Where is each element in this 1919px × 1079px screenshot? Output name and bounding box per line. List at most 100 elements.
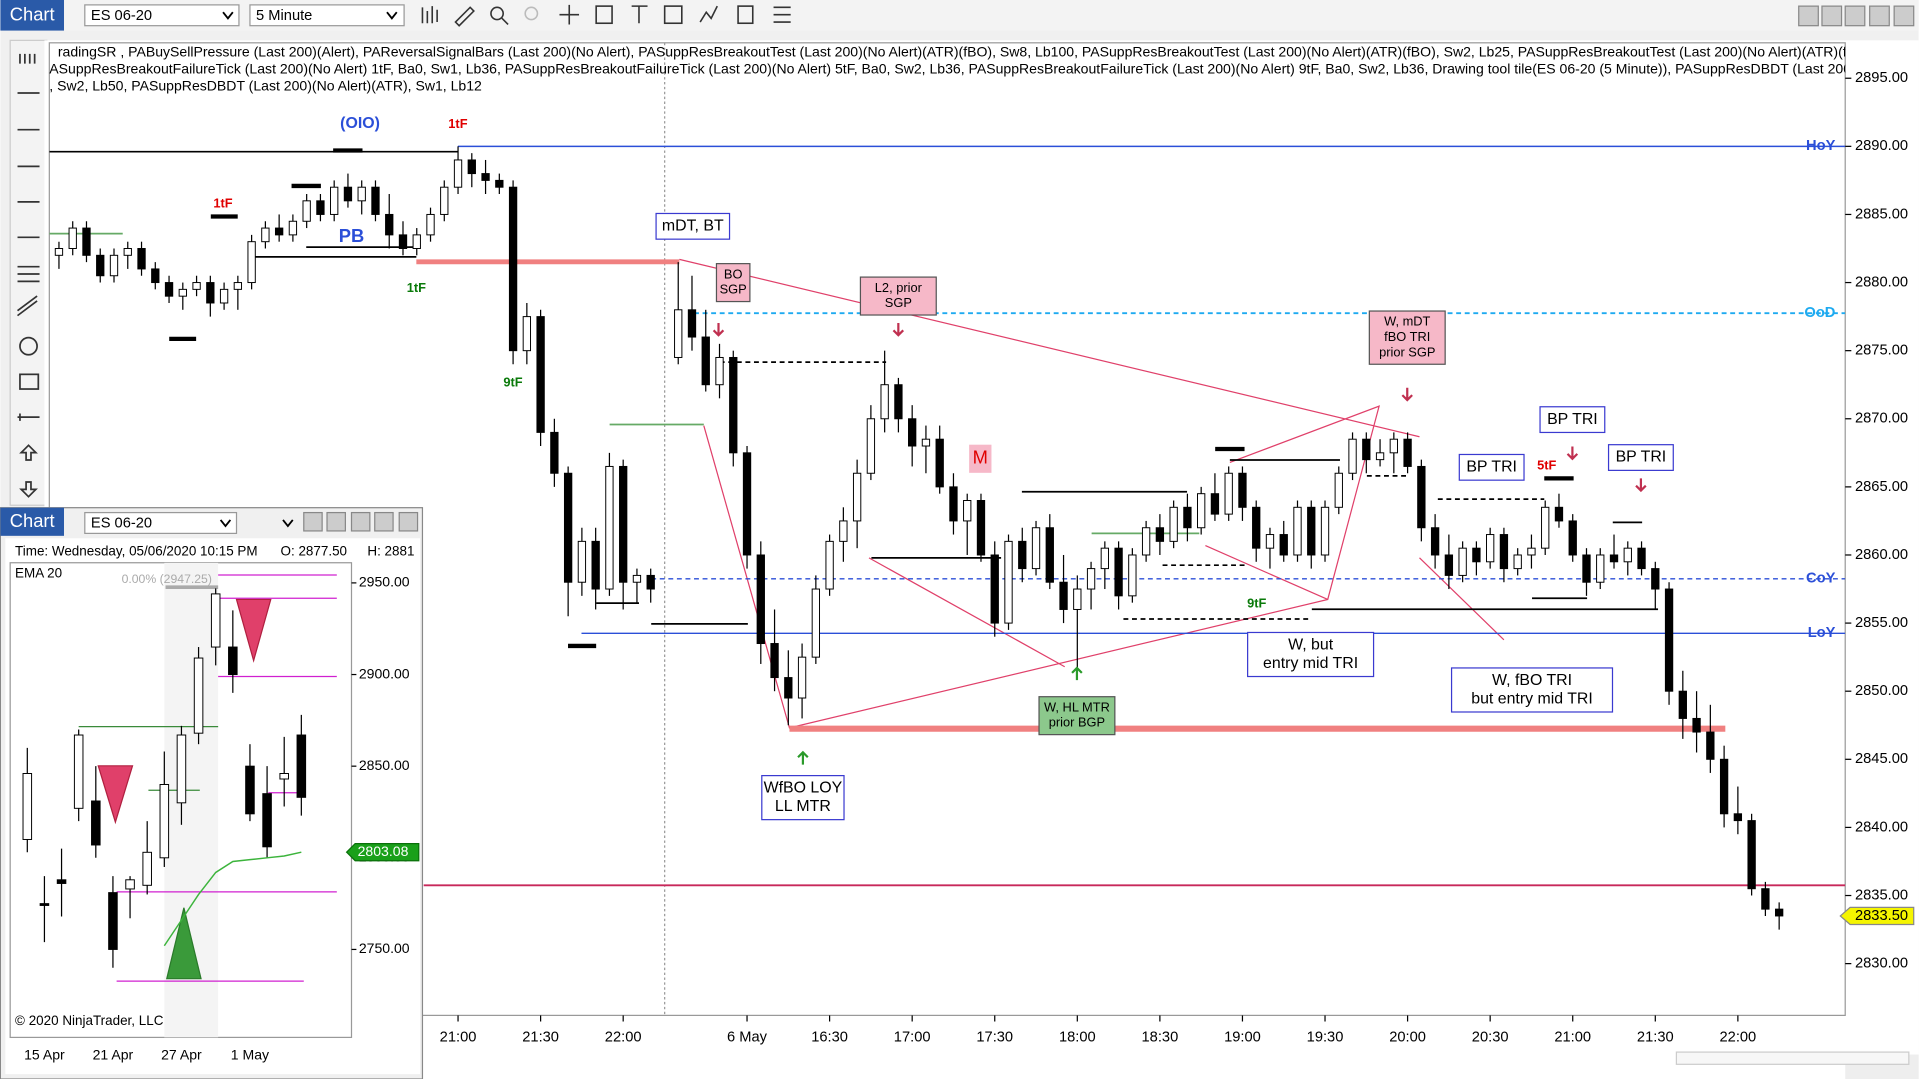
candle-body — [316, 200, 325, 215]
x-tick-label: 27 Apr — [161, 1046, 202, 1062]
candle-body — [770, 643, 779, 679]
candle-body — [1499, 534, 1509, 570]
buy-triangle — [165, 907, 202, 980]
candle-body — [176, 734, 187, 804]
annotation-box — [859, 276, 937, 316]
candle-body — [412, 234, 421, 249]
x-tick-label: 19:30 — [1307, 1029, 1344, 1045]
candle-body — [921, 438, 931, 447]
candle-body — [440, 186, 449, 215]
y-tick-label: 2875.00 — [1855, 343, 1908, 359]
candle-body — [577, 540, 587, 583]
candle-body — [1362, 438, 1371, 461]
candle-body — [192, 282, 201, 290]
inset-time: Time: Wednesday, 05/06/2020 10:15 PM — [15, 543, 258, 558]
x-tick-label: 21:00 — [440, 1029, 477, 1045]
annotation-text: 1tF — [448, 116, 467, 131]
annotation-box — [1247, 631, 1375, 678]
candle-body — [1651, 568, 1660, 590]
candle-body — [1224, 472, 1233, 515]
candle-body — [91, 800, 101, 846]
candle-body — [742, 452, 752, 556]
candle-body — [1637, 547, 1646, 570]
candle-body — [1430, 527, 1440, 556]
candle-body — [123, 248, 132, 256]
candle-body — [245, 765, 255, 815]
window-buttons[interactable] — [1798, 5, 1915, 27]
inset-instrument-dropdown[interactable] — [84, 511, 238, 534]
scrollbar-thumb[interactable] — [1675, 1051, 1910, 1065]
candle-body — [866, 418, 876, 474]
annotation-box — [1038, 696, 1116, 736]
ema-label: EMA 20 — [15, 565, 62, 580]
candle-body — [990, 554, 999, 624]
y-tick-label: 2890.00 — [1855, 138, 1908, 154]
candle-body — [646, 574, 655, 590]
candle-body — [1706, 731, 1715, 760]
annotation-text: W, but — [1288, 637, 1334, 654]
drawing-tools[interactable] — [17, 53, 40, 498]
inset-chart: 0.00% (2947.25) — [22, 562, 337, 1038]
candle-body — [1472, 547, 1481, 563]
candle-body — [206, 282, 215, 304]
annotation-text: BO — [724, 266, 743, 281]
candle-body — [262, 793, 272, 848]
indicator-list: ASuppResBreakoutFailureTick (Last 200)(N… — [49, 60, 1910, 76]
instrument-dropdown[interactable] — [84, 4, 240, 27]
candle-body — [811, 588, 821, 658]
candle-body — [1128, 554, 1137, 597]
sell-triangle — [97, 598, 272, 825]
candle-body — [1059, 581, 1068, 610]
candle-body — [1417, 465, 1426, 529]
candle-body — [1527, 547, 1536, 556]
inset-window-buttons[interactable] — [303, 511, 419, 532]
candle-body — [178, 288, 187, 297]
candle-body — [536, 316, 545, 433]
annotation-text: SGP — [720, 282, 747, 297]
y-tick-label: 2830.00 — [1855, 955, 1908, 971]
x-tick-label: 16:30 — [811, 1029, 848, 1045]
candle-body — [784, 677, 793, 699]
signal-arrow — [712, 322, 725, 337]
candle-body — [164, 282, 174, 297]
candle-body — [68, 227, 77, 249]
y-tick-label: 2885.00 — [1855, 206, 1908, 222]
interval-dropdown[interactable] — [249, 4, 405, 27]
y-tick-label: 2855.00 — [1855, 615, 1908, 631]
toolbar-icons[interactable] — [421, 4, 791, 27]
y-tick-label: 2850.00 — [359, 757, 410, 773]
annotation-text: fBO TRI — [1384, 329, 1430, 344]
candle-body — [1678, 690, 1687, 719]
inset-chart-tab[interactable] — [0, 507, 65, 536]
y-tick-label: 2845.00 — [1855, 751, 1908, 767]
signal-arrow — [1401, 387, 1413, 402]
y-tick-label: 2840.00 — [1855, 819, 1908, 835]
annotation-text: 1tF — [213, 196, 232, 211]
trend-lines — [679, 258, 1505, 729]
candle-body — [1761, 888, 1770, 910]
candle-body — [142, 851, 152, 886]
candle-body — [949, 486, 958, 522]
candle-body — [1458, 547, 1467, 576]
last-price-box — [1839, 906, 1915, 926]
x-tick-label: 15 Apr — [24, 1046, 65, 1062]
last-price-label: 2803.08 — [358, 843, 409, 859]
chart-tab[interactable] — [0, 0, 65, 31]
candle-body — [302, 200, 311, 222]
annotation-text: M — [973, 447, 988, 468]
candle-body — [1279, 534, 1288, 556]
candle-body — [1265, 534, 1275, 549]
candle-body — [756, 554, 765, 645]
candle-body — [426, 213, 435, 236]
candle-body — [495, 179, 504, 188]
candle-body — [632, 574, 642, 583]
annotation-box — [1368, 310, 1446, 365]
main-chart: radingSR , PABuySellPressure (Last 200)(… — [49, 43, 1910, 930]
level-label: HoY — [1806, 138, 1836, 154]
dropdown-arrow — [386, 11, 398, 20]
candle-body — [1169, 506, 1178, 542]
x-tick-label: 18:00 — [1059, 1029, 1096, 1045]
annotation-box — [1607, 444, 1674, 471]
candle-body — [159, 784, 170, 859]
annotation-text: 5tF — [1537, 457, 1556, 472]
